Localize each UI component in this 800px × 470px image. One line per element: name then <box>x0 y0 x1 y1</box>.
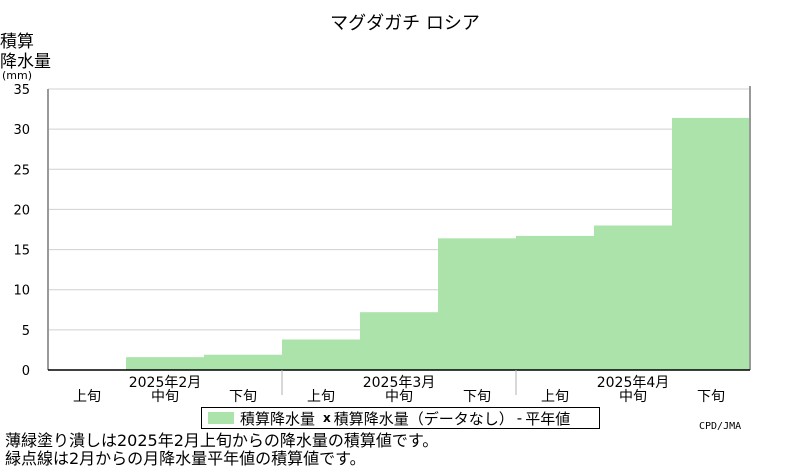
y-tick-label: 30 <box>13 123 30 138</box>
legend-fill-swatch <box>208 412 234 424</box>
y-tick-label: 10 <box>13 284 30 299</box>
y-axis-label-line1: 積算 <box>0 32 34 52</box>
month-label: 2025年3月 <box>363 375 436 391</box>
plot-frame <box>47 86 751 395</box>
dekad-label: 中旬 <box>385 389 413 405</box>
y-tick-label: 5 <box>22 324 30 339</box>
data-step <box>204 354 282 370</box>
note-line-2: 緑点線は2月からの月降水量平年値の積算値です。 <box>5 449 366 468</box>
note-line-1: 薄緑塗り潰しは2025年2月上旬からの降水量の積算値です。 <box>5 431 439 450</box>
data-step <box>594 225 672 370</box>
legend-normal-label: 平年値 <box>525 409 571 428</box>
y-axis-label-unit: (mm) <box>2 69 32 82</box>
data-step <box>672 117 750 370</box>
legend-normal-marker: - <box>516 409 523 427</box>
data-step <box>360 312 438 370</box>
dekad-label: 上旬 <box>541 389 569 405</box>
y-tick-label: 20 <box>13 203 30 218</box>
dekad-label: 中旬 <box>151 389 179 405</box>
y-axis-label-line2: 降水量 <box>0 52 51 72</box>
data-step <box>516 235 594 370</box>
y-tick-label: 25 <box>13 163 30 178</box>
dekad-label: 下旬 <box>229 389 257 405</box>
legend-missing-marker: x <box>323 411 331 425</box>
month-label: 2025年2月 <box>129 375 202 391</box>
dekad-label: 下旬 <box>697 389 725 405</box>
y-tick-labels: 0 5 10 15 20 25 30 35 <box>13 83 30 379</box>
legend: 積算降水量 x 積算降水量（データなし） - 平年値 <box>201 407 600 429</box>
data-step <box>126 357 204 370</box>
dekad-label: 上旬 <box>307 389 335 405</box>
chart-title: マグダガチ ロシア <box>330 13 480 34</box>
dekad-label: 中旬 <box>619 389 647 405</box>
y-tick-label: 35 <box>13 83 30 98</box>
legend-fill-label: 積算降水量 <box>240 409 316 428</box>
legend-missing-label: 積算降水量（データなし） <box>333 409 514 428</box>
data-step <box>282 339 360 370</box>
data-steps <box>126 117 750 370</box>
y-tick-label: 15 <box>13 244 30 259</box>
data-step <box>438 238 516 370</box>
dekad-label: 下旬 <box>463 389 491 405</box>
credit-label: CPD/JMA <box>699 421 742 432</box>
month-label: 2025年4月 <box>597 375 670 391</box>
y-tick-label: 0 <box>22 364 30 379</box>
dekad-label: 上旬 <box>73 389 101 405</box>
